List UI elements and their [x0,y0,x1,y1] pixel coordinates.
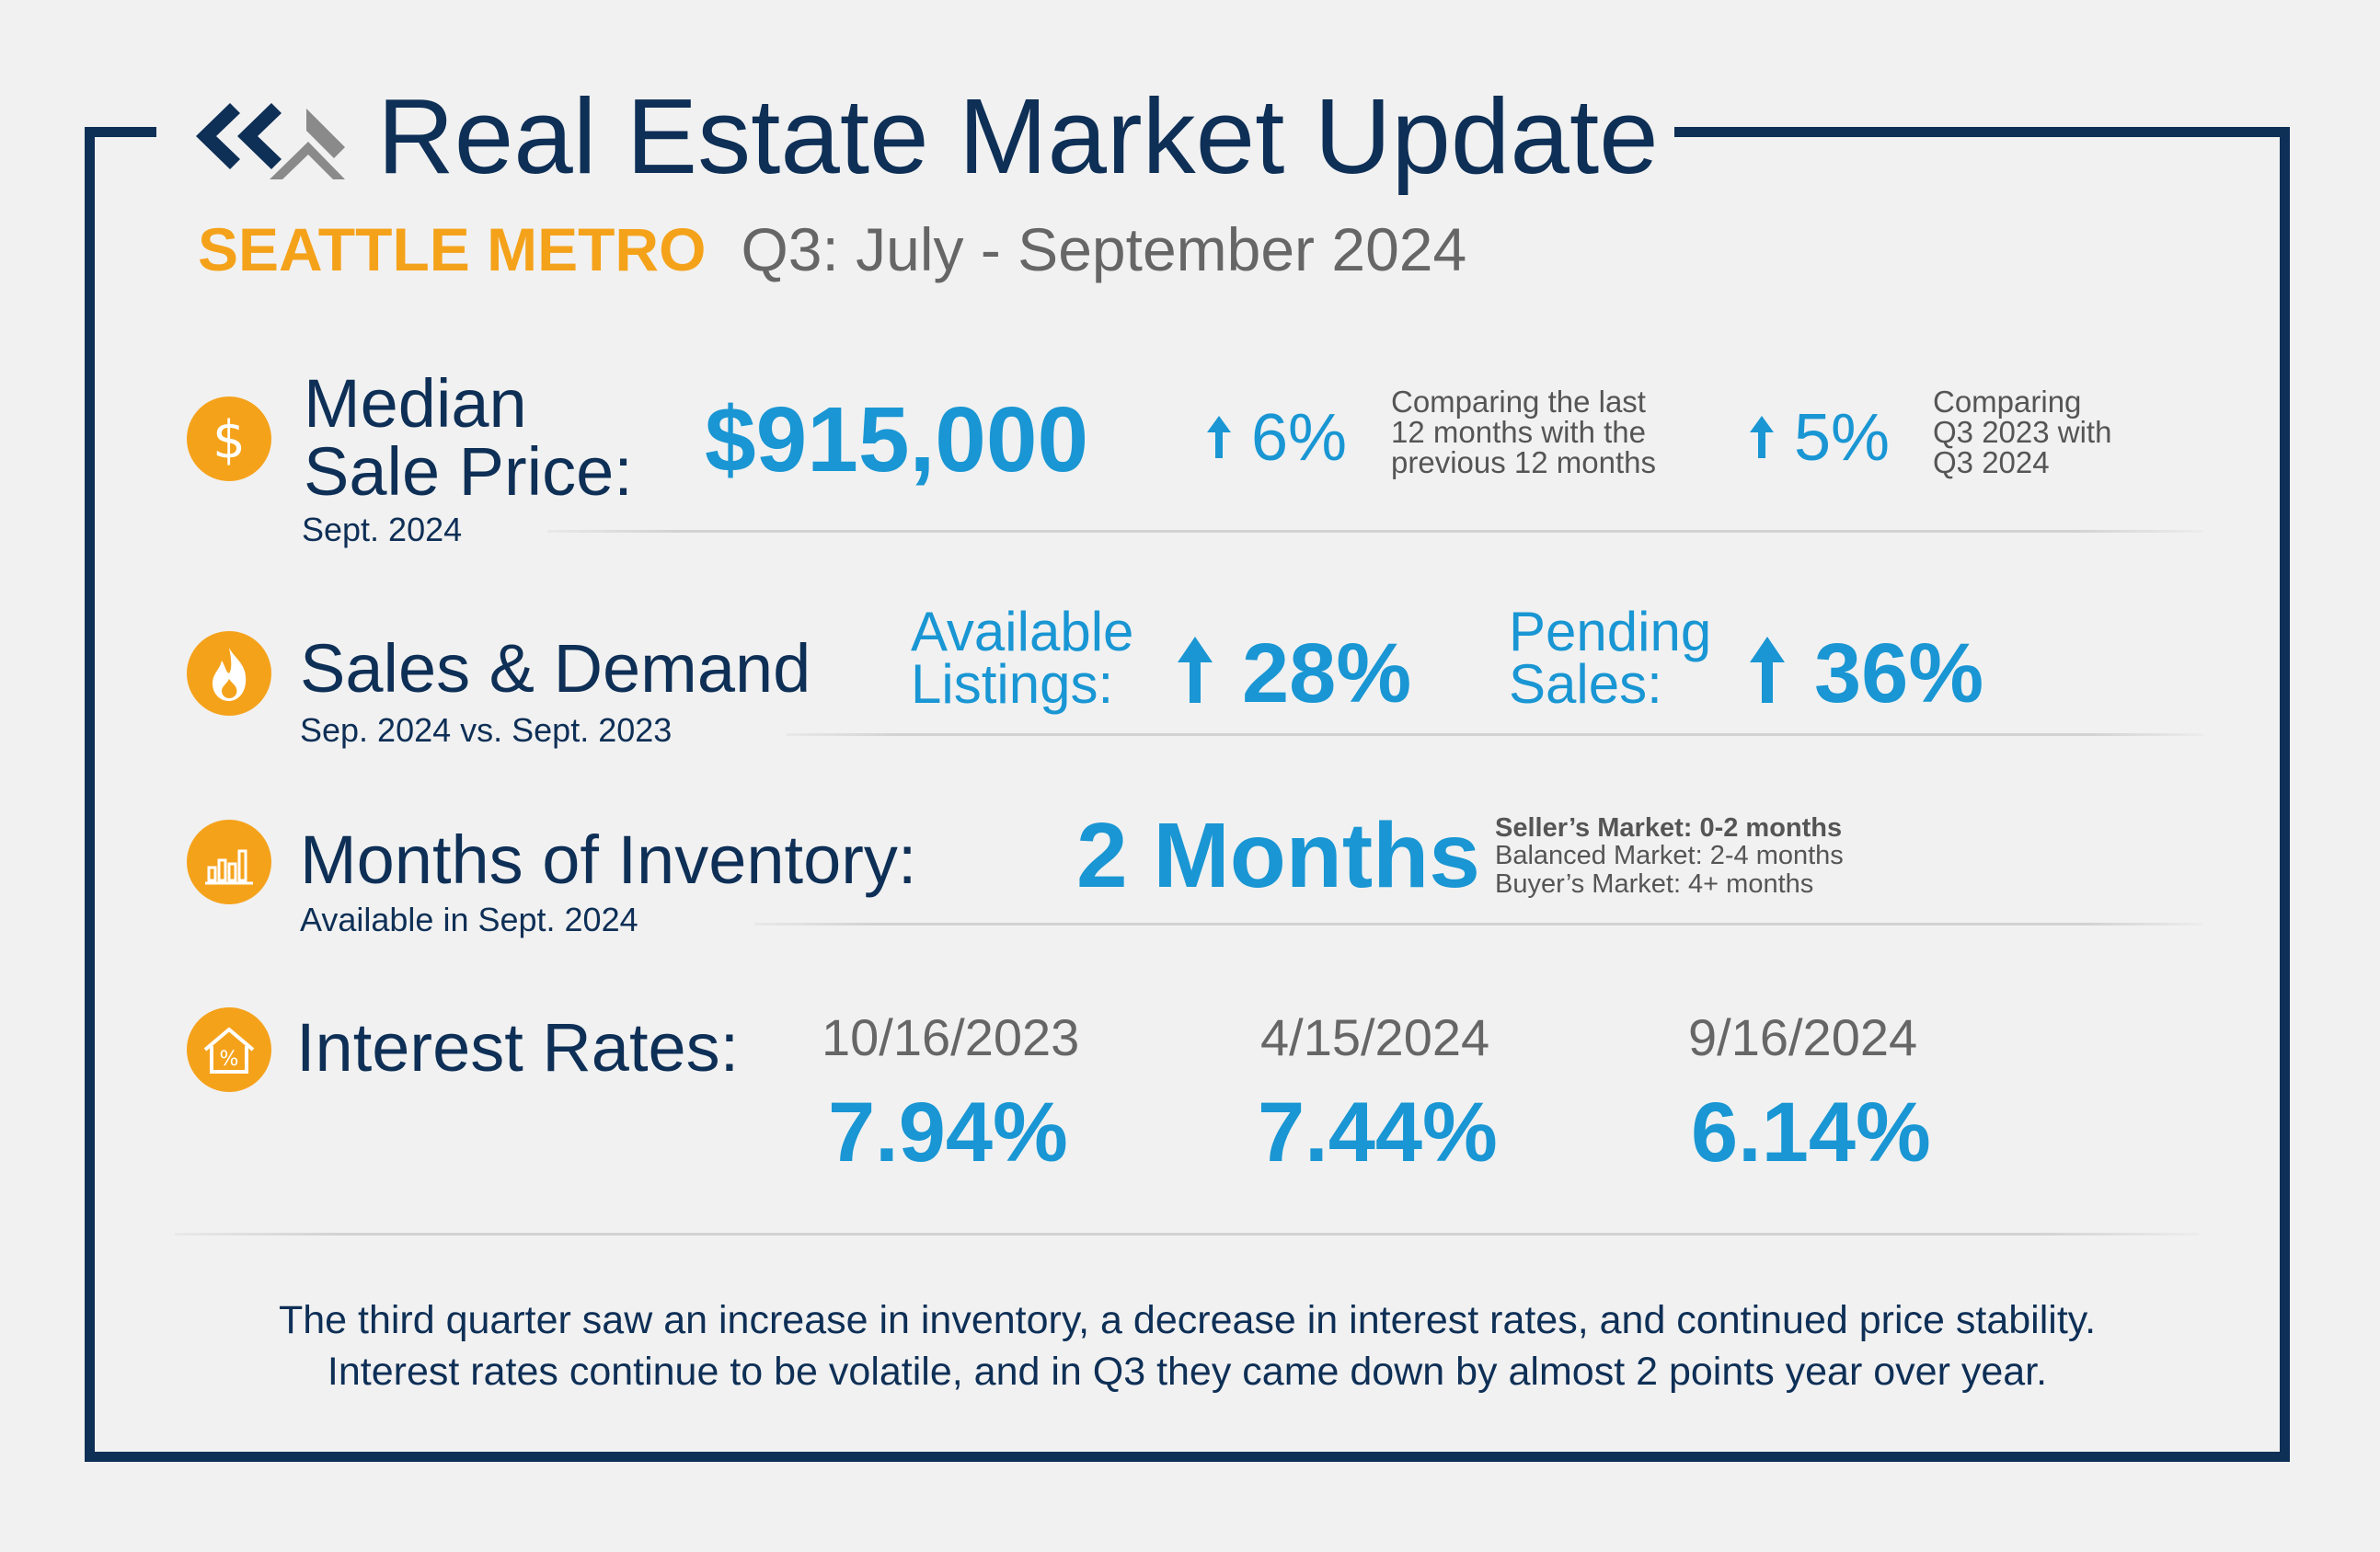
label-line: Available [911,601,1134,662]
sales-demand-sublabel: Sep. 2024 vs. Sept. 2023 [300,711,673,749]
divider [547,530,2203,533]
summary-line: The third quarter saw an increase in inv… [278,1298,2097,1342]
period-label: Q3: July - September 2024 [741,215,1467,283]
rate-value: 7.94% [828,1086,1068,1179]
median-price-label: Median Sale Price: [304,370,633,506]
rate-value: 7.44% [1258,1086,1498,1179]
note-line: Comparing [1933,385,2082,419]
median-change-1-note: Comparing the last 12 months with the pr… [1391,386,1656,477]
label-line: Pending [1509,601,1712,662]
up-arrow-icon [1178,637,1213,703]
note-line: 12 months with the [1391,415,1646,449]
summary-text: The third quarter saw an increase in inv… [85,1295,2290,1398]
legend-line: Seller’s Market: 0-2 months [1495,813,1843,843]
divider [787,733,2203,736]
median-change-1: 6% [1251,401,1348,475]
rate-date: 10/16/2023 [822,1008,1080,1066]
dollar-icon: $ [187,397,271,481]
available-listings-label: Available Listings: [911,601,1134,715]
flame-icon [187,631,271,716]
inventory-label: Months of Inventory: [300,822,917,898]
median-change-2-note: Comparing Q3 2023 with Q3 2024 [1933,386,2111,477]
subtitle: SEATTLE METRO Q3: July - September 2024 [198,219,1466,280]
note-line: Q3 2024 [1933,445,2050,479]
legend-line: Buyer’s Market: 4+ months [1495,868,1814,899]
up-arrow-icon [1750,637,1785,703]
inventory-sublabel: Available in Sept. 2024 [300,901,638,938]
brand-logo-icon [196,103,345,179]
up-arrow-icon [1207,416,1231,458]
note-line: previous 12 months [1391,445,1656,479]
divider [175,1233,2199,1236]
up-arrow-icon [1750,416,1774,458]
summary-line: Interest rates continue to be volatile, … [327,1349,2048,1394]
pending-sales-change: 36% [1814,627,1984,720]
interest-rates-label: Interest Rates: [296,1009,740,1086]
svg-text:%: % [220,1048,239,1071]
median-change-2: 5% [1794,401,1891,475]
legend-line: Balanced Market: 2-4 months [1495,841,1844,871]
median-price-sublabel: Sept. 2024 [302,511,463,548]
label-line: Sales: [1509,653,1662,715]
rate-value: 6.14% [1691,1086,1931,1179]
house-percent-icon: % [187,1007,271,1092]
note-line: Comparing the last [1391,385,1646,419]
svg-text:$: $ [213,410,246,470]
pending-sales-label: Pending Sales: [1509,601,1712,715]
available-listings-change: 28% [1242,627,1412,720]
note-line: Q3 2023 with [1933,415,2112,449]
page-title: Real Estate Market Update [377,76,1659,196]
label-line: Listings: [911,653,1114,715]
rate-date: 4/15/2024 [1260,1008,1490,1066]
median-price-value: $915,000 [705,388,1089,491]
header-gap [156,110,1674,166]
median-price-label-line1: Median [304,365,527,442]
region-label: SEATTLE METRO [198,215,707,283]
divider [754,923,2203,925]
sales-demand-label: Sales & Demand [300,630,811,707]
inventory-value: 2 Months [1076,804,1480,907]
bar-chart-icon [187,820,271,904]
border-frame [85,127,2290,1462]
rate-date: 9/16/2024 [1688,1008,1918,1066]
median-price-label-line2: Sale Price: [304,433,633,510]
market-legend: Seller’s Market: 0-2 months Balanced Mar… [1495,813,1844,899]
